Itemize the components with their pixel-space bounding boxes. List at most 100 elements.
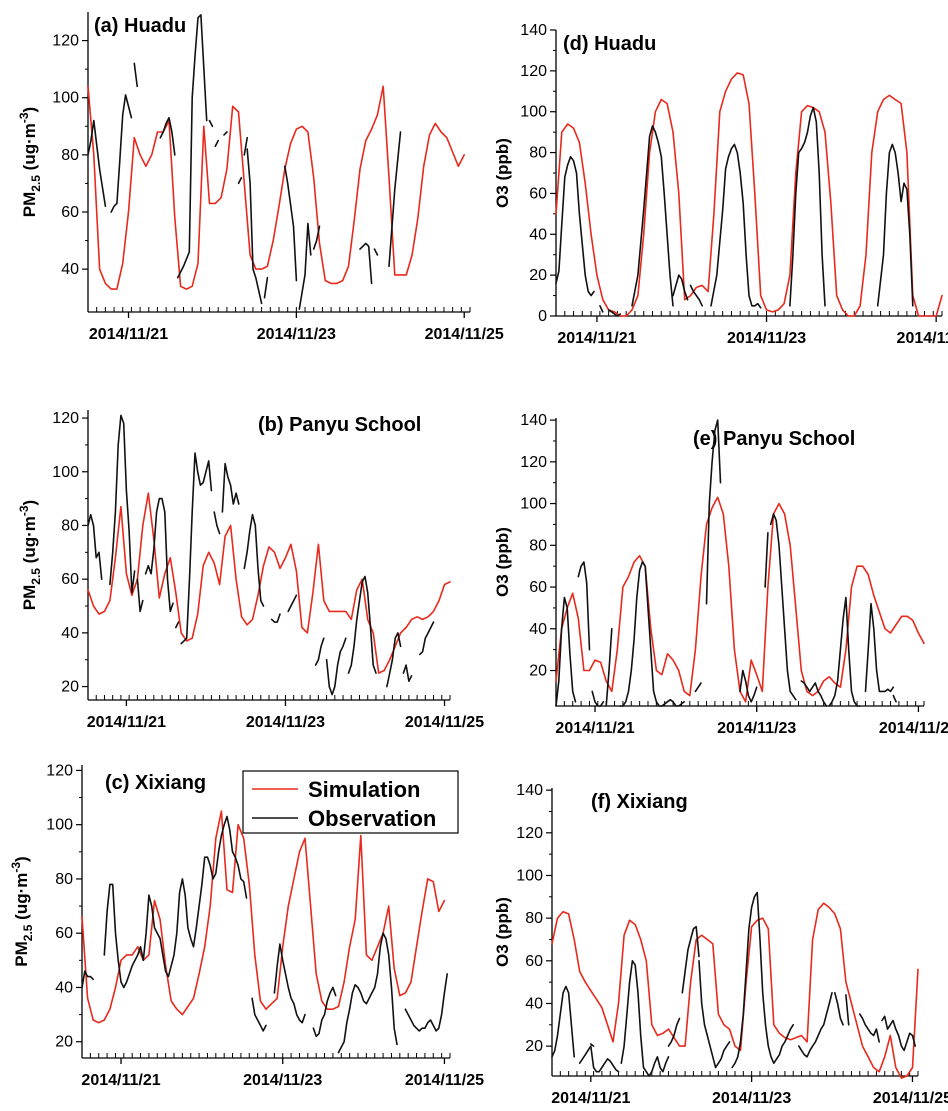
series-line-d-observation-3	[631, 125, 674, 307]
y-tick-label-f-3: 80	[525, 910, 543, 927]
series-line-a-observation-5	[208, 119, 214, 128]
y-tick-label-f-0: 20	[525, 1038, 543, 1055]
series-line-b-observation-6	[213, 511, 221, 535]
x-tick-label-e-2: 2014/11/25	[879, 720, 948, 737]
y-tick-label-a-2: 80	[61, 147, 79, 164]
y-tick-label-d-2: 40	[529, 226, 547, 243]
series-line-b-observation-16	[418, 621, 435, 656]
panel-title-a: (a) Huadu	[94, 15, 186, 37]
series-line-c-simulation-0	[81, 810, 446, 1024]
x-tick-label-b-1: 2014/11/23	[246, 714, 325, 731]
y-tick-label-f-6: 140	[516, 782, 543, 799]
series-line-d-observation-8	[876, 143, 914, 307]
x-tick-label-f-2: 2014/11/25	[873, 1090, 948, 1107]
y-tick-label-b-5: 120	[52, 410, 79, 427]
y-axis-label-a: PM2.5 (ug·m-3)	[17, 107, 43, 217]
series-line-b-simulation-0	[87, 492, 451, 674]
x-tick-label-d-2: 2014/11/25	[897, 330, 948, 347]
series-line-b-observation-4	[175, 621, 180, 629]
legend-label-simulation: Simulation	[308, 777, 420, 802]
y-tick-label-b-0: 20	[61, 679, 79, 696]
panel-e: 20 40 60 80 100 120 140 2014/11/21 2014/11/23 201…	[493, 412, 948, 737]
panel-f: 20 40 60 80 100 120 140 2014/11/21 2014/11/23 201…	[493, 782, 948, 1107]
y-tick-label-e-4: 100	[520, 496, 547, 513]
x-tick-label-f-1: 2014/11/23	[712, 1090, 791, 1107]
x-tick-label-a-0: 2014/11/21	[89, 326, 168, 343]
series-line-d-observation-7	[789, 106, 826, 307]
series-line-f-observation-5	[681, 925, 700, 994]
x-tick-label-d-1: 2014/11/23	[727, 330, 806, 347]
panels-group: 40 60 80 100 120 2014/11/21 2014/11/23 2014/11/…	[9, 12, 948, 1107]
y-tick-label-c-1: 40	[55, 979, 73, 996]
y-tick-label-d-3: 60	[529, 185, 547, 202]
y-tick-label-e-1: 40	[529, 621, 547, 638]
series-line-f-simulation-0	[551, 902, 919, 1079]
y-tick-label-e-2: 60	[529, 579, 547, 596]
series-line-b-observation-3	[144, 497, 174, 613]
legend: Simulation Observation	[242, 770, 459, 834]
x-tick-label-a-2: 2014/11/25	[425, 326, 504, 343]
series-line-b-observation-8	[243, 513, 265, 607]
series-line-f-observation-2	[589, 1043, 595, 1047]
series-line-b-observation-13	[347, 575, 377, 674]
series-line-f-observation-10	[845, 994, 850, 1026]
y-tick-label-f-5: 120	[516, 825, 543, 842]
series-line-b-observation-0	[87, 513, 103, 581]
series-line-e-observation-12	[828, 596, 861, 707]
series-line-a-simulation-0	[87, 85, 466, 290]
y-tick-label-c-0: 20	[55, 1034, 73, 1051]
series-line-e-observation-6	[694, 682, 702, 693]
panel-d: 0 20 40 60 80 100 120 140 2014/11/21 2014/11/23 20…	[493, 22, 948, 347]
y-tick-label-e-0: 20	[529, 663, 547, 680]
x-tick-label-d-0: 2014/11/21	[557, 330, 636, 347]
series-line-f-observation-3	[620, 959, 670, 1077]
series-line-a-observation-4	[176, 14, 208, 279]
series-line-a-observation-9	[243, 136, 248, 156]
x-tick-label-f-0: 2014/11/21	[551, 1090, 630, 1107]
legend-label-observation: Observation	[308, 806, 436, 831]
x-tick-label-a-1: 2014/11/23	[257, 326, 336, 343]
series-line-a-observation-14	[312, 225, 321, 250]
series-line-b-observation-2	[136, 578, 144, 613]
series-line-a-observation-11	[263, 276, 269, 299]
series-line-e-observation-7	[705, 419, 722, 605]
series-line-d-observation-6	[710, 143, 762, 309]
y-tick-label-e-5: 120	[520, 454, 547, 471]
y-axis-label-d: O3 (ppb)	[493, 138, 512, 208]
y-tick-label-d-7: 140	[520, 22, 547, 39]
y-tick-label-a-4: 120	[52, 33, 79, 50]
y-tick-label-c-3: 80	[55, 871, 73, 888]
series-line-d-simulation-0	[555, 72, 943, 317]
x-tick-label-e-1: 2014/11/23	[717, 720, 796, 737]
series-line-e-observation-14	[892, 694, 897, 703]
y-axis-label-e: O3 (ppb)	[493, 527, 512, 597]
y-tick-label-e-3: 80	[529, 537, 547, 554]
y-tick-label-f-2: 60	[525, 953, 543, 970]
panel-title-d: (d) Huadu	[563, 33, 656, 55]
series-line-f-observation-1	[578, 1045, 620, 1073]
series-line-c-observation-2	[251, 997, 267, 1032]
panel-c: 20 40 60 80 100 120 2014/11/21 2014/11/23 2014/1…	[9, 762, 484, 1089]
series-line-b-observation-9	[270, 613, 281, 623]
y-tick-label-a-1: 60	[61, 204, 79, 221]
series-line-a-observation-3	[159, 116, 176, 156]
series-line-e-observation-0	[555, 596, 577, 707]
series-line-e-observation-11	[800, 680, 828, 707]
x-tick-label-c-0: 2014/11/21	[81, 1072, 160, 1089]
series-line-a-observation-12	[283, 165, 298, 282]
series-line-b-observation-15	[402, 664, 413, 683]
series-line-b-observation-14	[386, 632, 402, 688]
series-line-a-observation-8	[237, 176, 243, 185]
series-line-e-observation-1	[577, 561, 591, 651]
series-line-b-observation-10	[287, 594, 298, 613]
y-tick-label-f-1: 40	[525, 995, 543, 1012]
y-tick-label-b-3: 80	[61, 517, 79, 534]
y-axis-label-c: PM2.5 (ug·m-3)	[9, 856, 35, 966]
series-line-e-observation-10	[769, 513, 797, 701]
legend-box	[242, 770, 459, 834]
y-tick-label-b-4: 100	[52, 464, 79, 481]
y-tick-label-b-2: 60	[61, 571, 79, 588]
x-tick-label-e-0: 2014/11/21	[555, 720, 634, 737]
x-tick-label-c-1: 2014/11/23	[243, 1072, 322, 1089]
y-tick-label-f-4: 100	[516, 867, 543, 884]
